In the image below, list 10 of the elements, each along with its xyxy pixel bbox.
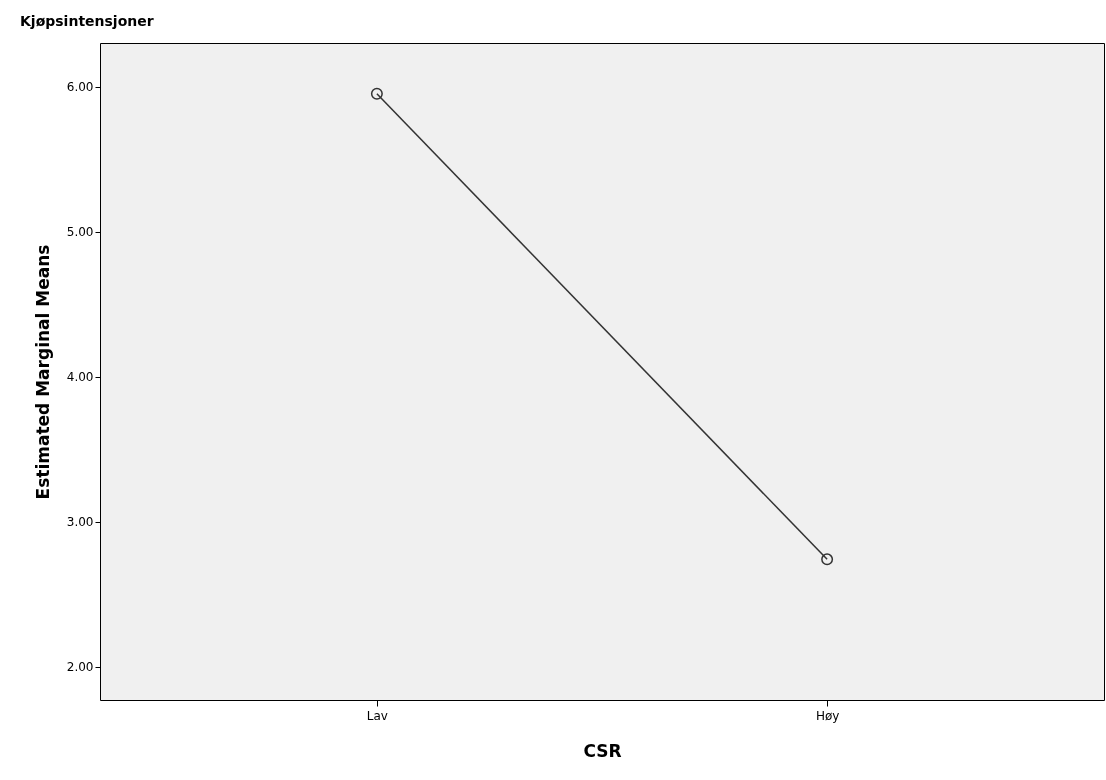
x-axis-title: CSR [583,740,622,761]
y-tick-label: 4.00 [66,370,94,385]
y-tick-label: 3.00 [66,515,94,530]
y-tick-label: 5.00 [66,225,94,240]
x-tick-label: Høy [815,708,840,723]
x-tick-label: Lav [366,708,388,723]
y-tick-label: 6.00 [66,80,94,95]
y-tick-label: 2.00 [66,660,94,675]
y-axis-title: Estimated Marginal Means [32,244,53,500]
chart-title: Kjøpsintensjoner [20,13,154,29]
